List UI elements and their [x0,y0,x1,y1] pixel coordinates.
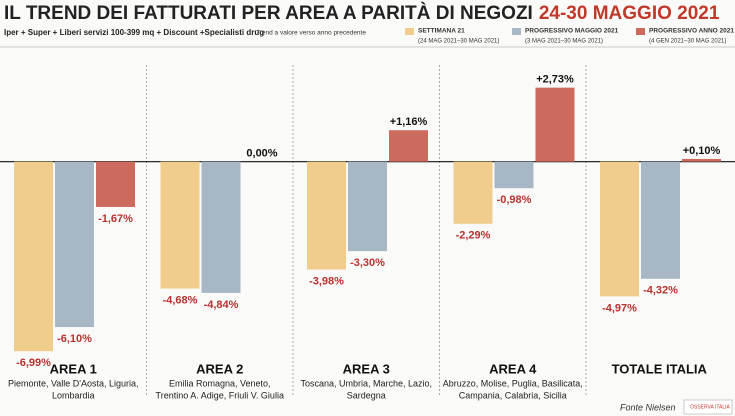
category-detail: Emilia Romagna, Veneto, [169,378,271,388]
legend-label: PROGRESSIVO MAGGIO 2021 [525,28,619,35]
bar [201,161,241,293]
bar [14,161,53,352]
legend-swatch [405,28,414,35]
bar [389,130,428,162]
value-label: -4,97% [602,302,637,314]
bar [682,158,721,162]
bar [55,161,94,328]
bar [535,87,575,162]
legend-period: (24 MAG 2021–30 MAG 2021) [418,39,499,45]
value-label: -4,32% [643,285,678,297]
value-label: +2,73% [536,74,574,86]
category-label: AREA 3 [343,361,390,376]
bar [453,161,493,224]
value-label: +1,16% [390,116,428,128]
bar [307,161,346,270]
category-label: TOTALE ITALIA [612,361,708,376]
note: Trend a valore verso anno precedente [256,30,366,37]
logo: OSSERVA ITALIA [690,404,730,410]
legend-swatch [512,28,521,35]
bar [96,161,135,207]
subtitle: Iper + Super + Liberi servizi 100-399 mq… [4,28,264,37]
bar [160,161,200,289]
legend-swatch [636,28,645,35]
value-label: -1,67% [98,213,133,225]
title-date: 24-30 MAGGIO 2021 [539,3,720,24]
category-detail: Toscana, Umbria, Marche, Lazio, [300,378,432,388]
legend-label: SETTIMANA 21 [418,28,465,35]
bar [641,161,680,279]
legend-label: PROGRESSIVO ANNO 2021 [649,28,734,35]
title-main: IL TREND DEI FATTURATI PER AREA A PARITÀ… [4,2,533,24]
value-label: -2,29% [456,230,491,242]
value-label: -3,98% [309,275,344,287]
value-label: -4,84% [204,299,239,311]
category-detail: Piemonte, Valle D'Aosta, Liguria, [8,378,139,388]
legend-period: (4 GEN 2021–30 MAG 2021) [649,39,726,45]
source: Fonte Nielsen [620,402,676,412]
category-label: AREA 4 [489,361,537,376]
value-label: -6,10% [57,333,92,345]
category-detail: Abruzzo, Molise, Puglia, Basilicata, [443,378,583,388]
category-detail: Trentino A. Adige, Friuli V. Giulia [156,390,284,400]
value-label: -0,98% [497,194,532,206]
category-detail: Lombardia [52,390,95,400]
bar [600,161,639,297]
logo-box [683,399,733,415]
value-label: -3,30% [350,257,385,269]
value-label: -6,99% [16,357,51,369]
category-detail: Campania, Calabria, Sicilia [459,390,567,400]
value-label: 0,00% [246,148,277,160]
chart-title: IL TREND DEI FATTURATI PER AREA A PARITÀ… [4,2,720,24]
value-label: -4,68% [163,294,198,306]
value-label: +0,10% [683,145,721,157]
category-label: AREA 1 [50,361,97,376]
category-label: AREA 2 [196,361,243,376]
legend-period: (3 MAG 2021–30 MAG 2021) [525,39,603,45]
bar [348,161,387,252]
bar [494,161,534,189]
category-detail: Sardegna [347,390,386,400]
